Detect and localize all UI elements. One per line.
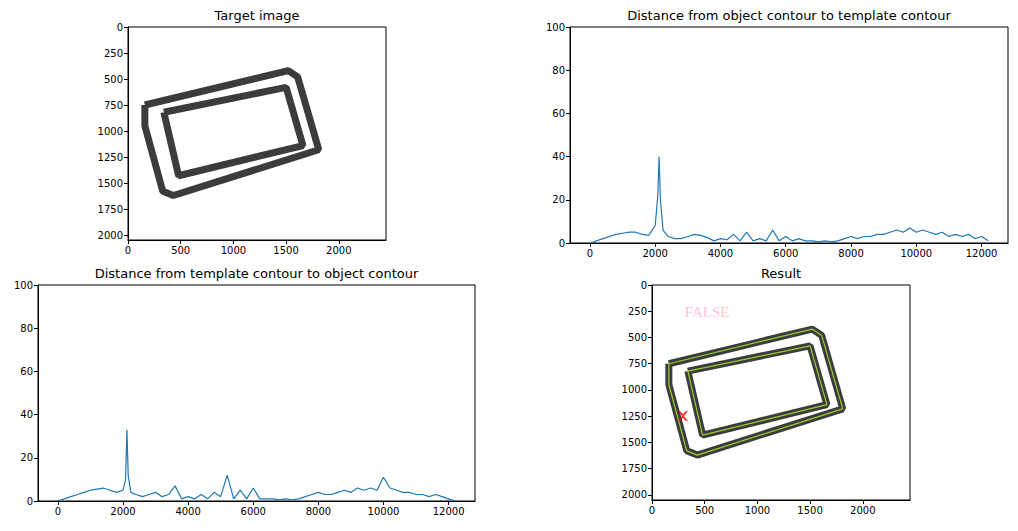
svg-text:10000: 10000: [368, 506, 400, 517]
svg-text:2000: 2000: [850, 505, 875, 516]
svg-text:Result: Result: [761, 266, 801, 281]
svg-text:8000: 8000: [306, 506, 331, 517]
svg-text:6000: 6000: [241, 506, 266, 517]
svg-text:0: 0: [125, 245, 131, 256]
svg-text:60: 60: [20, 366, 33, 377]
svg-text:2000: 2000: [642, 248, 667, 259]
svg-text:500: 500: [171, 245, 190, 256]
svg-text:2000: 2000: [326, 245, 351, 256]
svg-text:750: 750: [628, 358, 647, 369]
svg-text:0: 0: [117, 22, 123, 33]
svg-text:1250: 1250: [622, 411, 647, 422]
svg-text:1000: 1000: [98, 126, 123, 137]
svg-text:4000: 4000: [708, 248, 733, 259]
svg-text:1000: 1000: [221, 245, 246, 256]
svg-text:2000: 2000: [98, 230, 123, 241]
svg-text:80: 80: [20, 323, 33, 334]
svg-text:0: 0: [55, 506, 61, 517]
svg-text:0: 0: [587, 248, 593, 259]
svg-text:2000: 2000: [622, 489, 647, 500]
svg-text:12000: 12000: [433, 506, 465, 517]
svg-text:40: 40: [552, 151, 565, 162]
svg-text:Distance from template contour: Distance from template contour to object…: [95, 266, 419, 281]
svg-text:1500: 1500: [98, 178, 123, 189]
svg-text:1750: 1750: [98, 204, 123, 215]
svg-text:1000: 1000: [622, 384, 647, 395]
svg-text:4000: 4000: [175, 506, 200, 517]
svg-text:60: 60: [552, 108, 565, 119]
svg-text:40: 40: [20, 409, 33, 420]
svg-text:1500: 1500: [797, 505, 822, 516]
svg-text:500: 500: [628, 332, 647, 343]
svg-text:750: 750: [104, 100, 123, 111]
svg-text:0: 0: [649, 505, 655, 516]
svg-text:20: 20: [20, 452, 33, 463]
svg-text:250: 250: [104, 48, 123, 59]
svg-text:1000: 1000: [745, 505, 770, 516]
svg-text:500: 500: [104, 74, 123, 85]
svg-text:20: 20: [552, 194, 565, 205]
svg-text:Distance from object contour t: Distance from object contour to template…: [627, 8, 951, 23]
svg-text:100: 100: [546, 22, 565, 33]
svg-text:Target image: Target image: [214, 8, 300, 23]
svg-text:1250: 1250: [98, 152, 123, 163]
svg-text:0: 0: [27, 496, 33, 507]
svg-text:250: 250: [628, 306, 647, 317]
svg-text:12000: 12000: [966, 248, 998, 259]
svg-text:0: 0: [641, 280, 647, 291]
svg-text:1500: 1500: [622, 437, 647, 448]
svg-text:FALSE: FALSE: [685, 304, 730, 320]
svg-text:1500: 1500: [273, 245, 298, 256]
svg-text:2000: 2000: [110, 506, 135, 517]
svg-text:500: 500: [695, 505, 714, 516]
svg-text:80: 80: [552, 65, 565, 76]
svg-text:10000: 10000: [900, 248, 932, 259]
svg-text:0: 0: [559, 238, 565, 249]
svg-text:100: 100: [14, 280, 33, 291]
svg-text:8000: 8000: [838, 248, 863, 259]
svg-text:1750: 1750: [622, 463, 647, 474]
svg-text:6000: 6000: [773, 248, 798, 259]
